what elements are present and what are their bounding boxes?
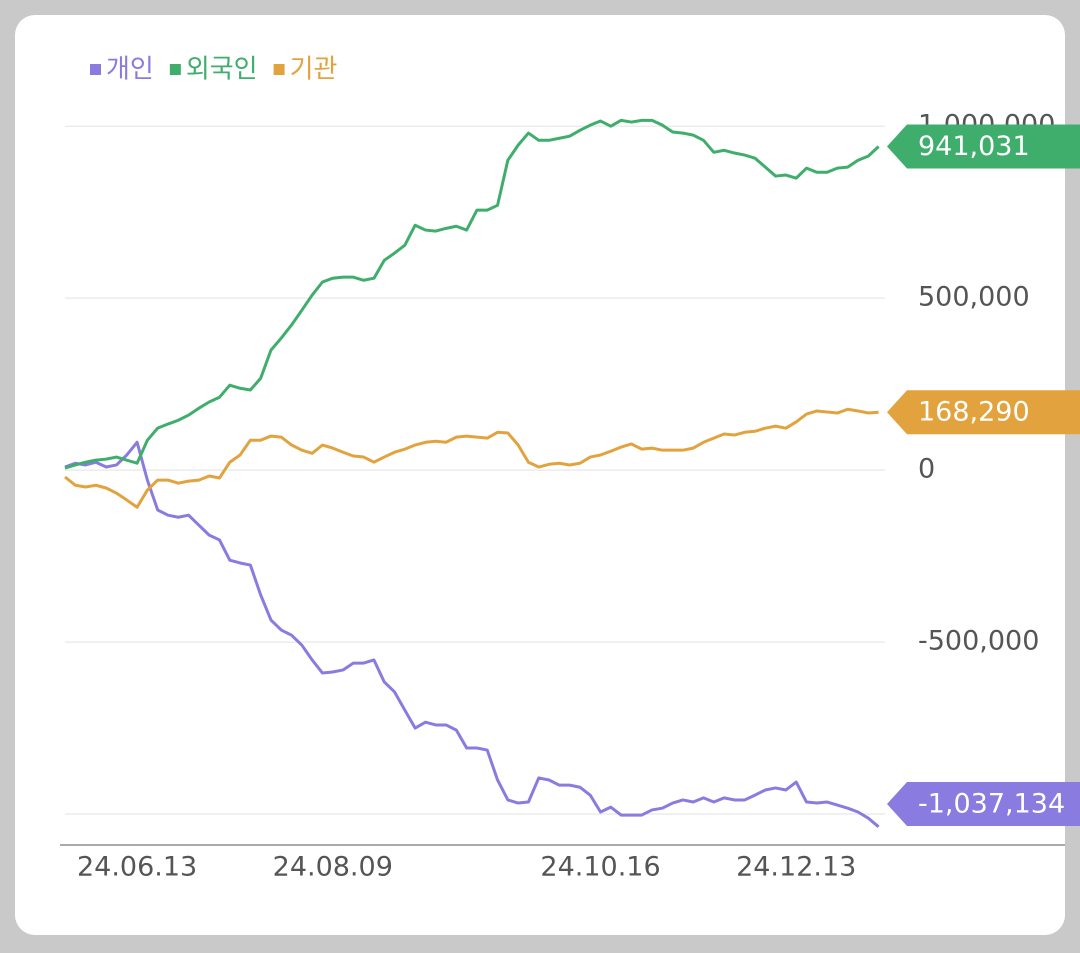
x-tick-label: 24.10.16	[540, 852, 660, 883]
legend-swatch	[273, 64, 285, 75]
y-tick-label: 500,000	[918, 282, 1030, 313]
value-label: 168,290	[918, 397, 1030, 428]
value-badge	[887, 390, 1080, 435]
x-tick-label: 24.12.13	[736, 852, 856, 883]
card	[15, 15, 1065, 935]
series-line	[64, 407, 879, 509]
value-badge	[887, 782, 1080, 826]
y-tick-label: 0	[918, 454, 935, 485]
value-label: -1,037,134	[918, 789, 1065, 820]
legend-label: 개인	[106, 55, 154, 85]
legend-swatch	[169, 64, 181, 75]
legend-label: 기관	[290, 55, 338, 85]
legend-label: 외국인	[186, 55, 258, 85]
x-tick-label: 24.06.13	[77, 852, 197, 883]
value-badge	[887, 124, 1080, 169]
y-tick-label: -500,000	[918, 626, 1039, 657]
x-tick-label: 24.08.09	[273, 852, 393, 883]
legend-swatch	[90, 64, 101, 75]
series-line	[64, 440, 880, 828]
series-line	[64, 118, 880, 470]
value-label: 941,031	[918, 131, 1030, 162]
